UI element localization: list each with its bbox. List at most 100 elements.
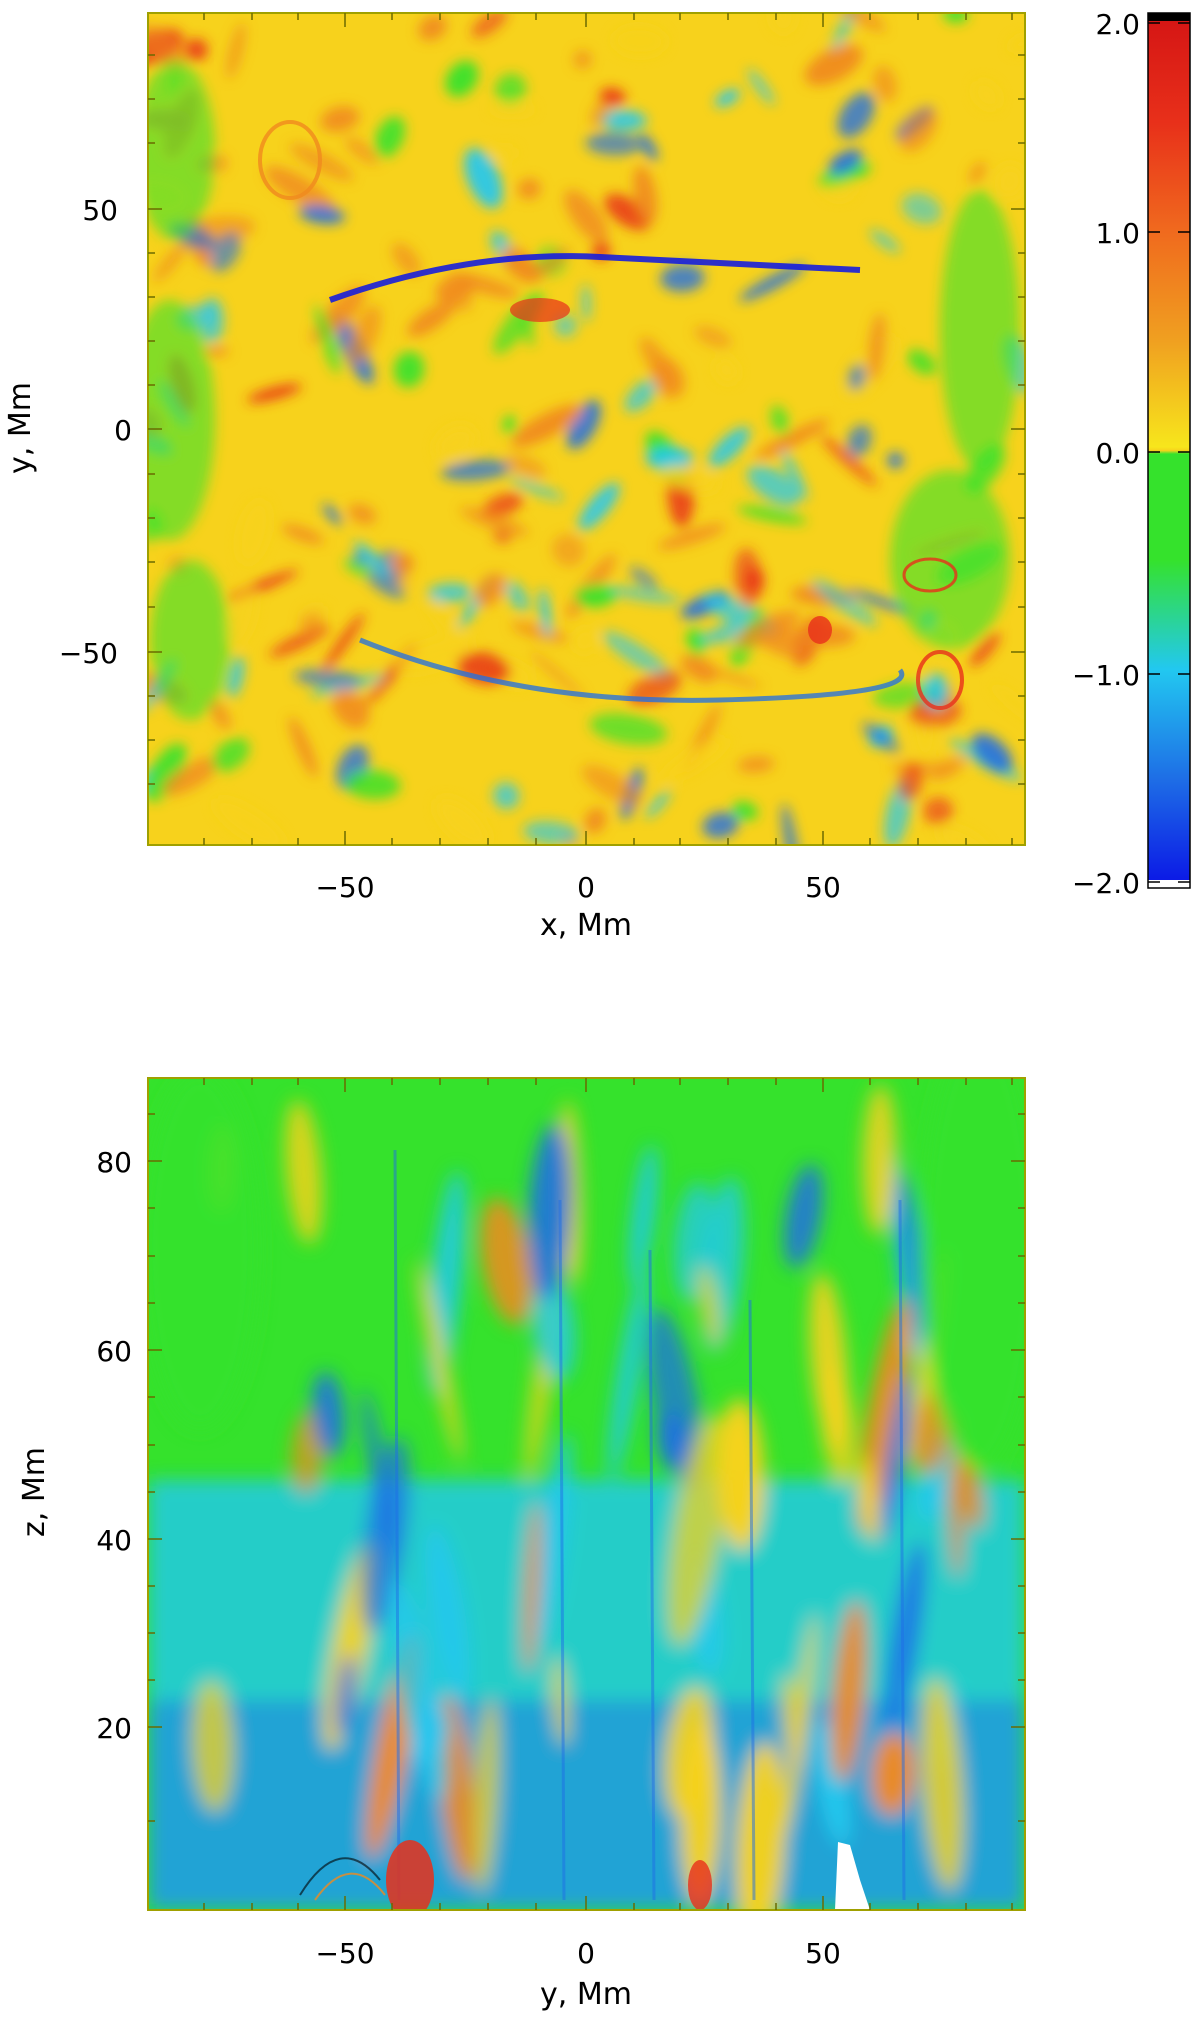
top-axis-ticks <box>148 13 1025 845</box>
texture-blob <box>393 351 425 388</box>
texture-blob <box>828 13 866 61</box>
texture-blob <box>344 769 401 800</box>
structure-loop <box>916 650 964 710</box>
texture-blob <box>459 506 529 537</box>
structure-blob <box>510 298 570 322</box>
texture-blob <box>481 492 524 519</box>
texture-blob <box>449 272 520 299</box>
texture-blob <box>418 15 447 41</box>
texture-blob <box>861 722 900 753</box>
texture-blob <box>315 304 340 375</box>
texture-blob <box>624 378 658 413</box>
streak <box>898 1199 906 1901</box>
texture-blob <box>428 597 456 636</box>
texture-blob <box>298 204 345 225</box>
texture-blob <box>161 756 221 796</box>
texture-blob <box>657 523 726 550</box>
plume <box>814 1720 850 1847</box>
streak <box>648 1249 656 1901</box>
texture-blob <box>818 162 872 187</box>
streak <box>393 1149 401 1901</box>
texture-blob <box>289 716 318 778</box>
texture-blob <box>969 631 1001 668</box>
structure-arc <box>328 253 861 303</box>
texture-blob <box>322 612 365 672</box>
top-xtick-label: −50 <box>315 871 374 904</box>
texture-blob <box>645 790 671 819</box>
texture-blob <box>434 425 476 461</box>
texture-blob <box>973 80 1001 110</box>
texture-blob <box>539 588 551 638</box>
bottom-panel: −50 0 50 20 40 60 80 y, Mm z, Mm <box>17 1077 1026 2012</box>
bottom-axis-ticks <box>148 1078 1025 1910</box>
texture-blob <box>150 560 230 720</box>
texture-blob <box>770 405 790 436</box>
plume <box>680 1722 722 1904</box>
texture-blob <box>407 301 455 337</box>
texture-blob <box>572 626 598 655</box>
texture-blob <box>574 584 618 608</box>
top-xtick-label: 50 <box>805 871 841 904</box>
top-ytick-label: 50 <box>82 194 118 227</box>
bottom-ytick-label: 20 <box>96 1712 132 1745</box>
texture-blob <box>348 305 382 364</box>
colorbar-tick-label: −2.0 <box>1072 867 1140 900</box>
texture-blob <box>837 92 875 139</box>
texture-blob <box>735 610 801 648</box>
texture-blob <box>264 166 335 213</box>
plume <box>896 1172 931 1352</box>
texture-blob <box>584 807 607 834</box>
texture-blob <box>148 24 188 69</box>
texture-blob <box>686 628 705 656</box>
white-region <box>835 1842 870 1910</box>
bottom-xtick-label: −50 <box>315 1937 374 1970</box>
texture-blob <box>228 585 257 646</box>
texture-blob <box>811 578 878 627</box>
texture-blob <box>344 137 380 165</box>
texture-blob <box>504 580 530 612</box>
plume <box>191 1680 235 1813</box>
texture-blob <box>209 232 242 273</box>
texture-blob <box>522 316 535 347</box>
texture-blob <box>780 447 808 500</box>
texture-blob <box>943 13 969 23</box>
texture-blob <box>553 314 578 337</box>
texture-blob <box>435 797 490 845</box>
texture-blob <box>331 689 370 729</box>
colorbar-frame <box>1147 12 1191 889</box>
plume <box>783 1164 823 1269</box>
texture-blob <box>247 384 302 403</box>
texture-blob <box>873 65 897 102</box>
texture-blob <box>694 325 732 348</box>
texture-blob <box>585 132 642 156</box>
texture-blob <box>573 50 592 69</box>
texture-blob <box>392 552 414 575</box>
texture-blob <box>365 569 406 599</box>
texture-blob <box>769 13 797 34</box>
texture-blob <box>739 264 806 302</box>
plume <box>735 1742 786 1910</box>
texture-blob <box>148 1078 260 1430</box>
plume <box>820 1365 856 1486</box>
texture-blob <box>971 733 1013 773</box>
plume <box>473 1699 500 1893</box>
texture-blob <box>511 404 582 448</box>
texture-blob <box>755 419 830 460</box>
top-y-axis-label: y, Mm <box>3 382 38 474</box>
plume <box>532 1274 576 1382</box>
texture-blob <box>523 821 580 845</box>
texture-blob <box>994 164 1025 198</box>
texture-blob <box>207 697 231 730</box>
bottom-heatmap-field <box>148 1078 1025 1910</box>
texture-blob <box>890 470 1010 650</box>
texture-blob <box>343 558 373 577</box>
plume <box>782 1673 803 1773</box>
bottom-xtick-label: 0 <box>577 1937 595 1970</box>
loop-arc <box>314 1872 386 1901</box>
plume <box>608 1270 648 1481</box>
texture-blob <box>320 106 360 132</box>
texture-blob <box>847 589 914 615</box>
bottom-ytick-label: 40 <box>96 1524 132 1557</box>
texture-blob <box>629 566 659 590</box>
